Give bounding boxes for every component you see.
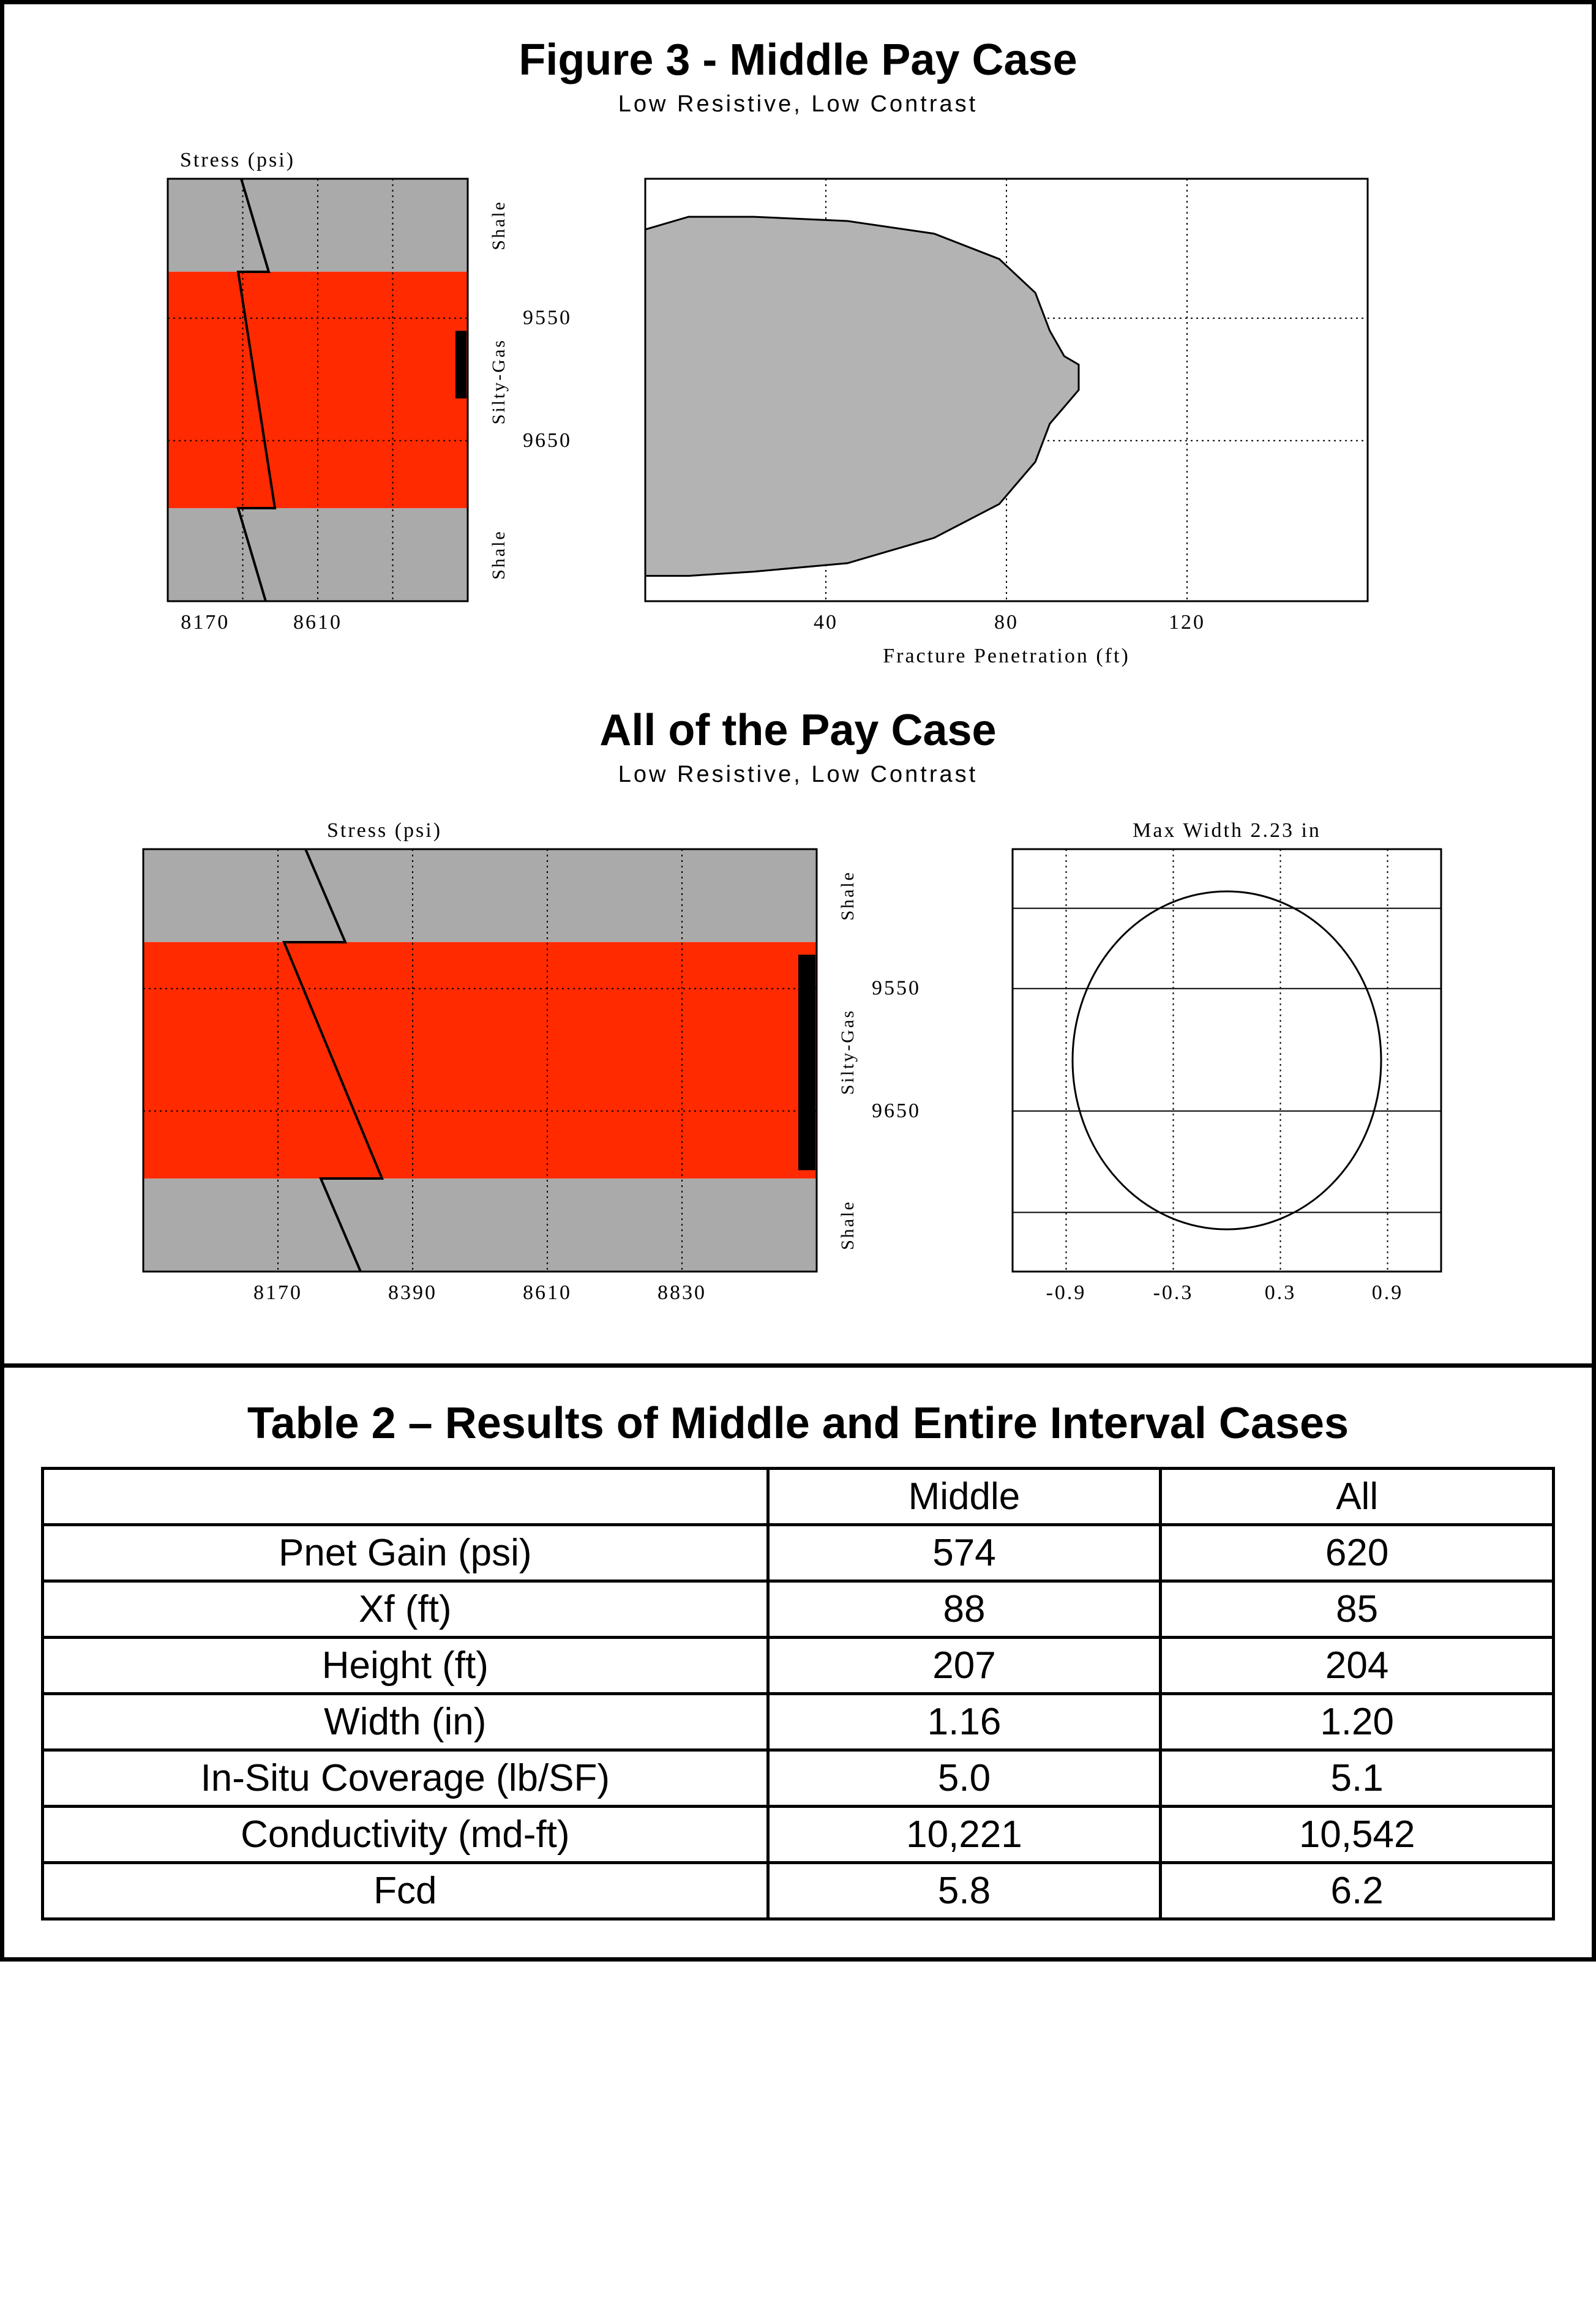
depth-tick: 9550: [523, 307, 572, 329]
figures-section: Figure 3 - Middle Pay Case Low Resistive…: [4, 4, 1592, 1363]
stress-xtick: 8830: [658, 1281, 706, 1304]
table-row: Fcd5.86.2: [43, 1863, 1554, 1919]
page-root: Figure 3 - Middle Pay Case Low Resistive…: [0, 0, 1596, 1962]
table-cell: 88: [768, 1581, 1161, 1638]
stress-xtick: 8610: [523, 1281, 572, 1304]
fracture-xtick: 80: [994, 611, 1019, 634]
formation-label: Shale: [489, 530, 509, 580]
table-row: Width (in)1.161.20: [43, 1694, 1554, 1750]
width-xtick: -0.3: [1153, 1281, 1193, 1304]
table-header-cell: [43, 1469, 768, 1525]
table-row: Pnet Gain (psi)574620: [43, 1525, 1554, 1581]
depth-tick: 9650: [872, 1100, 921, 1122]
table-row-label: Conductivity (md-ft): [43, 1807, 768, 1863]
figure-bottom-subtitle: Low Resistive, Low Contrast: [29, 762, 1567, 788]
table-row: Xf (ft)8885: [43, 1581, 1554, 1638]
figure-bottom-svg: Stress (psi) 8170 8390 8610 8830 9550 9650 S…: [33, 800, 1564, 1351]
table-cell: 10,221: [768, 1807, 1161, 1863]
table-row: Height (ft)207204: [43, 1638, 1554, 1694]
table-cell: 5.0: [768, 1750, 1161, 1807]
stress-xtick: 8170: [253, 1281, 302, 1304]
depth-tick: 9550: [872, 977, 921, 1000]
depth-tick: 9650: [523, 429, 572, 452]
table-section: Table 2 – Results of Middle and Entire I…: [4, 1363, 1592, 1957]
table-row: In-Situ Coverage (lb/SF)5.05.1: [43, 1750, 1554, 1807]
table-row-label: In-Situ Coverage (lb/SF): [43, 1750, 768, 1807]
stress-title-bot: Stress (psi): [327, 819, 442, 842]
stress-xtick: 8170: [181, 611, 230, 634]
table-cell: 204: [1161, 1638, 1554, 1694]
table-cell: 6.2: [1161, 1863, 1554, 1919]
width-xtick: 0.9: [1371, 1281, 1403, 1304]
table-cell: 5.1: [1161, 1750, 1554, 1807]
stress-xtick: 8390: [388, 1281, 437, 1304]
table-cell: 85: [1161, 1581, 1554, 1638]
figure-top-subtitle: Low Resistive, Low Contrast: [29, 91, 1567, 118]
stress-xtick: 8610: [293, 611, 342, 634]
table-row-label: Width (in): [43, 1694, 768, 1750]
table-cell: 620: [1161, 1525, 1554, 1581]
formation-label: Shale: [489, 200, 509, 250]
width-xtick: 0.3: [1264, 1281, 1296, 1304]
fracture-xtick: 120: [1169, 611, 1205, 634]
table-title: Table 2 – Results of Middle and Entire I…: [41, 1398, 1555, 1448]
table-cell: 574: [768, 1525, 1161, 1581]
table-cell: 1.20: [1161, 1694, 1554, 1750]
table-cell: 5.8: [768, 1863, 1161, 1919]
table-row-label: Fcd: [43, 1863, 768, 1919]
figure-top-svg: Stress (psi) 8170 8610 9550 9650 Shale Silt…: [33, 130, 1564, 681]
table-cell: 1.16: [768, 1694, 1161, 1750]
max-width-title: Max Width 2.23 in: [1133, 819, 1321, 842]
table-header-row: MiddleAll: [43, 1469, 1554, 1525]
formation-label: Silty-Gas: [489, 339, 509, 424]
formation-label: Shale: [837, 871, 858, 921]
table-header-cell: All: [1161, 1469, 1554, 1525]
table-cell: 207: [768, 1638, 1161, 1694]
figure-top-title: Figure 3 - Middle Pay Case: [29, 35, 1567, 85]
table-row-label: Pnet Gain (psi): [43, 1525, 768, 1581]
stress-title-top: Stress (psi): [180, 149, 295, 171]
width-xtick: -0.9: [1046, 1281, 1086, 1304]
table-row-label: Height (ft): [43, 1638, 768, 1694]
table-row-label: Xf (ft): [43, 1581, 768, 1638]
formation-label: Silty-Gas: [837, 1009, 858, 1095]
results-table: MiddleAll Pnet Gain (psi)574620Xf (ft)88…: [41, 1467, 1555, 1921]
figure-bottom-title: All of the Pay Case: [29, 705, 1567, 755]
formation-label: Shale: [837, 1200, 858, 1250]
table-row: Conductivity (md-ft)10,22110,542: [43, 1807, 1554, 1863]
table-header-cell: Middle: [768, 1469, 1161, 1525]
fracture-xtick: 40: [814, 611, 838, 634]
fracture-xlabel: Fracture Penetration (ft): [883, 645, 1130, 667]
table-cell: 10,542: [1161, 1807, 1554, 1863]
